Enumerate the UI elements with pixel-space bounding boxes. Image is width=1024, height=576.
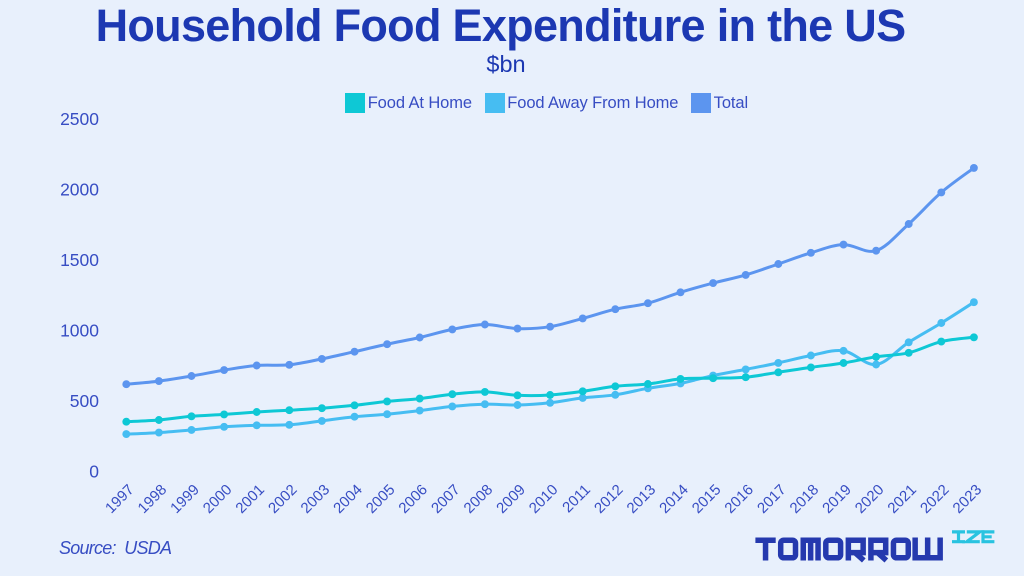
svg-text:2020: 2020 bbox=[852, 481, 888, 517]
svg-text:2013: 2013 bbox=[624, 481, 660, 517]
svg-text:2006: 2006 bbox=[395, 481, 431, 517]
svg-text:2001: 2001 bbox=[232, 481, 268, 517]
svg-text:2005: 2005 bbox=[363, 481, 399, 517]
svg-text:2010: 2010 bbox=[526, 481, 562, 517]
svg-text:2007: 2007 bbox=[428, 481, 464, 517]
svg-text:2008: 2008 bbox=[461, 481, 497, 517]
svg-text:1998: 1998 bbox=[135, 481, 171, 517]
svg-text:500: 500 bbox=[70, 391, 99, 411]
svg-text:2021: 2021 bbox=[884, 481, 920, 517]
svg-text:2015: 2015 bbox=[689, 481, 725, 517]
svg-text:2004: 2004 bbox=[330, 481, 366, 517]
svg-text:2012: 2012 bbox=[591, 481, 627, 517]
svg-text:0: 0 bbox=[89, 462, 99, 482]
svg-text:2011: 2011 bbox=[559, 481, 594, 516]
svg-text:1997: 1997 bbox=[102, 481, 138, 517]
svg-text:2009: 2009 bbox=[493, 481, 529, 517]
svg-text:2500: 2500 bbox=[60, 109, 99, 129]
svg-text:1000: 1000 bbox=[60, 321, 99, 341]
svg-text:2016: 2016 bbox=[721, 481, 757, 517]
svg-text:2017: 2017 bbox=[754, 481, 790, 517]
svg-text:1999: 1999 bbox=[167, 481, 203, 517]
svg-text:2019: 2019 bbox=[819, 481, 855, 517]
svg-text:2002: 2002 bbox=[265, 481, 301, 517]
svg-text:2018: 2018 bbox=[787, 481, 823, 517]
svg-text:2000: 2000 bbox=[200, 481, 236, 517]
svg-text:2022: 2022 bbox=[917, 481, 953, 517]
svg-text:2023: 2023 bbox=[950, 481, 986, 517]
svg-text:1500: 1500 bbox=[60, 250, 99, 270]
svg-text:2003: 2003 bbox=[298, 481, 334, 517]
svg-text:2000: 2000 bbox=[60, 179, 99, 199]
svg-text:2014: 2014 bbox=[656, 481, 692, 517]
